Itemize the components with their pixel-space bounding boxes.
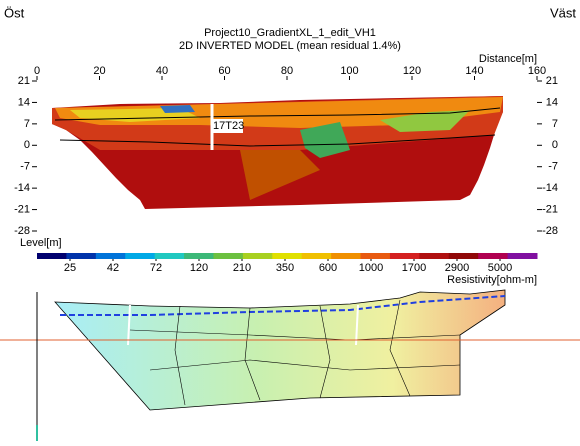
model-panel (0, 289, 580, 441)
colorbar-tick-label: 350 (276, 262, 294, 274)
colorbar-swatch (184, 253, 214, 259)
marker-box (211, 119, 243, 133)
colorbar-tick-label: 1000 (359, 262, 383, 274)
colorbar-tick-label: 5000 (488, 262, 512, 274)
colorbar-swatch (242, 253, 273, 259)
y-label: Level[m] (20, 237, 62, 249)
section-zone (380, 110, 470, 132)
model-line (149, 359, 461, 371)
y-tick-label: 7 (24, 118, 30, 130)
model-line (244, 307, 261, 401)
y-tick-label: -14 (14, 182, 30, 194)
y-tick-label: -14 (542, 182, 558, 194)
colorbar-tick-label: 2900 (445, 262, 469, 274)
model-body (54, 289, 506, 411)
x-label: Distance[m] (479, 53, 537, 65)
y-tick-label: 0 (24, 139, 30, 151)
colorbar-tick-label: 1700 (402, 262, 426, 274)
colorbar-label: Resistivity[ohm-m] (447, 274, 537, 286)
colorbar-swatch (419, 253, 450, 259)
colorbar-swatch (301, 253, 332, 259)
y-tick-label: -21 (14, 203, 30, 215)
x-tick-label: 40 (156, 65, 168, 77)
y-tick-label: 21 (546, 75, 558, 87)
model-line (174, 305, 186, 406)
y-tick-label: -21 (542, 203, 558, 215)
model-line (319, 305, 331, 399)
colorbar-swatch (66, 253, 97, 259)
section-line (59, 134, 496, 147)
x-tick-label: 120 (403, 65, 421, 77)
section-line (54, 107, 501, 121)
subtitle: 2D INVERTED MODEL (mean residual 1.4%) (179, 40, 401, 52)
colorbar-tick-label: 210 (233, 262, 251, 274)
colorbar-swatch (95, 253, 126, 259)
left-label: Öst (4, 5, 25, 20)
model-line (389, 299, 411, 397)
colorbar-swatch (448, 253, 479, 259)
colorbar-tick-label: 72 (150, 262, 162, 274)
colorbar-swatch (125, 253, 156, 259)
x-tick-label: 0 (34, 65, 40, 77)
model-line (129, 329, 461, 341)
y-tick-label: -7 (548, 161, 558, 173)
colorbar-swatch (360, 253, 391, 259)
colorbar-swatch (331, 253, 362, 259)
y-tick-label: 14 (18, 96, 30, 108)
colorbar-swatch (213, 253, 244, 259)
section: 17T23 (52, 96, 503, 209)
colorbar-tick-label: 600 (319, 262, 337, 274)
right-label: Väst (550, 5, 576, 20)
colorbar-tick-label: 120 (190, 262, 208, 274)
x-tick-label: 140 (465, 65, 483, 77)
colorbar-swatch (507, 253, 538, 259)
y-tick-label: -28 (542, 225, 558, 237)
model-line (60, 295, 506, 316)
marker-line (127, 304, 131, 346)
colorbar-swatch (478, 253, 509, 259)
x-tick-label: 60 (218, 65, 230, 77)
marker-line (355, 304, 359, 346)
y-tick-label: -28 (14, 225, 30, 237)
y-tick-label: 14 (546, 96, 558, 108)
section-zone (300, 122, 350, 158)
colorbar-swatch (272, 253, 303, 259)
marker-label: 17T23 (213, 120, 244, 132)
y-tick-label: 0 (552, 139, 558, 151)
colorbar-swatch (389, 253, 420, 259)
x-tick-label: 20 (93, 65, 105, 77)
y-tick-label: -7 (20, 161, 30, 173)
colorbar-tick-label: 42 (107, 262, 119, 274)
y-tick-label: 21 (18, 75, 30, 87)
colorbar-tick-label: 25 (64, 262, 76, 274)
x-tick-label: 80 (281, 65, 293, 77)
colorbar-swatch (154, 253, 185, 259)
title: Project10_GradientXL_1_edit_VH1 (204, 27, 376, 39)
colorbar-swatch (37, 253, 67, 259)
section-zone (240, 150, 320, 200)
x-tick-label: 100 (340, 65, 358, 77)
y-tick-label: 7 (552, 118, 558, 130)
section-zone (160, 105, 195, 113)
x-tick-label: 160 (528, 65, 546, 77)
colorbar (37, 253, 538, 259)
